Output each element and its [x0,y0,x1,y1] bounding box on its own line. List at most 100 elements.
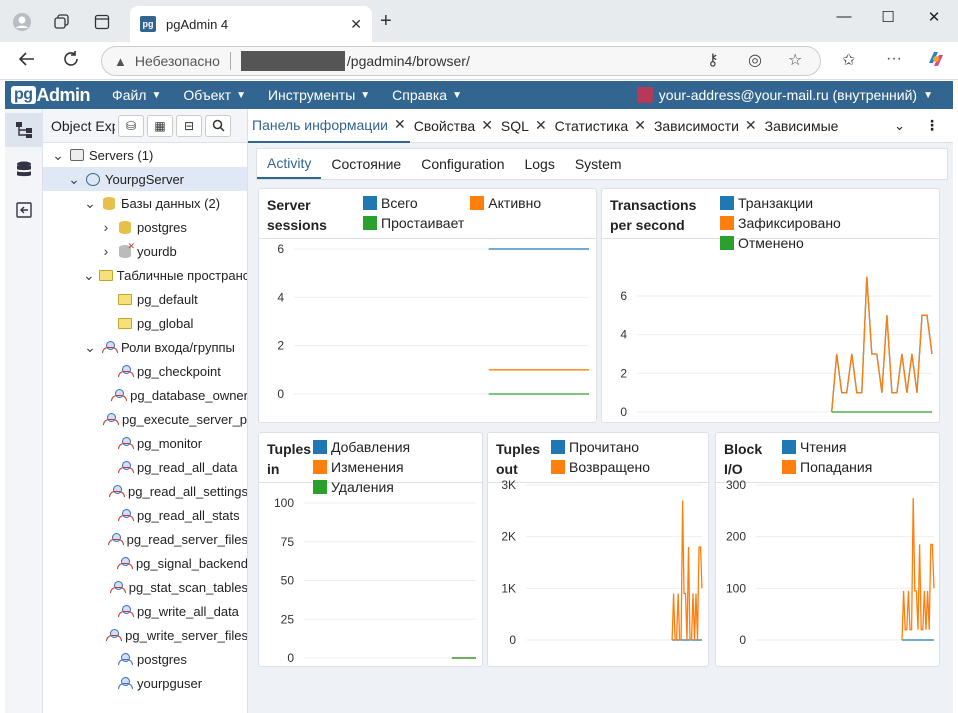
close-tab-icon[interactable]: ✕ [634,117,646,133]
user-menu[interactable]: your-address@your-mail.ru (внутренний) ▼ [636,87,933,103]
y-tick-label: 6 [277,242,284,256]
tree-item-label: pg_database_owner [130,387,248,403]
legend-item[interactable]: Активно [470,193,541,213]
close-tab-icon[interactable]: ✕ [481,117,493,133]
tree-item[interactable]: pg_signal_backend [43,551,247,575]
reload-icon[interactable] [62,50,80,73]
more-menu-icon[interactable]: ··· [886,50,902,67]
dashboard-subtab[interactable]: Configuration [421,156,505,172]
chart-panel: Tuples in Добавления Изменения Удаления 100 75… [258,432,483,667]
reader-icon[interactable]: ◎ [748,52,762,69]
tree-item[interactable]: pg_read_all_stats [43,503,247,527]
filter-table-button[interactable]: ⊟ [176,114,202,137]
key-icon[interactable]: ⚷ [707,52,719,69]
chevron-down-icon[interactable]: ⌄ [52,146,64,163]
main-tab[interactable]: Статистика ✕ [551,109,650,143]
close-window-icon[interactable]: ✕ [927,9,941,26]
table-view-button[interactable]: ▦ [147,114,173,137]
legend-item[interactable]: Добавления [313,437,410,457]
dashboard-subtab[interactable]: Activity [257,149,322,179]
chevron-right-icon[interactable]: › [103,243,109,259]
db-tool-button[interactable]: ⛁ [118,114,144,137]
tree-item[interactable]: pg_read_server_files [43,527,247,551]
legend-item[interactable]: Удаления [313,477,410,497]
tree-item[interactable]: pg_monitor [43,431,247,455]
copilot-icon[interactable] [926,49,946,74]
menu-file[interactable]: Файл ▼ [112,87,161,103]
tree-item[interactable]: pg_database_owner [43,383,248,407]
tree-item[interactable]: › postgres [43,215,247,239]
close-tab-icon[interactable]: ✕ [744,117,757,133]
chevron-right-icon[interactable]: › [103,219,109,235]
tree-item[interactable]: pg_stat_scan_tables [43,575,247,599]
close-tab-icon[interactable]: ✕ [350,15,362,32]
chart-header [259,433,482,483]
main-tab[interactable]: Зависимые [761,109,847,143]
tree-item[interactable]: ⌄ Servers (1) [43,143,247,167]
chevron-down-icon[interactable]: ⌄ [83,266,95,283]
tree-item[interactable]: pg_write_all_data [43,599,247,623]
legend-item[interactable]: Возвращено [551,457,650,477]
favorite-star-icon[interactable]: ☆ [788,52,803,69]
tab-actions-icon[interactable] [88,8,116,36]
back-icon[interactable] [18,50,36,73]
close-tab-icon[interactable]: ✕ [534,117,547,133]
legend-item[interactable]: Отменено [720,233,841,253]
more-vertical-icon[interactable]: ⋮ [925,117,939,133]
tree-item-label: yourdb [137,243,177,259]
url-field[interactable]: ▲ Небезопасно /pgadmin4/browser/ [101,46,821,76]
workspaces-icon[interactable] [48,8,76,36]
legend-item[interactable]: Простаивает [363,213,464,233]
tree-item[interactable]: pg_execute_server_program [43,407,247,431]
legend-item[interactable]: Попадания [782,457,872,477]
tree-item[interactable]: pg_global [43,311,247,335]
user-email: your-address@your-mail.ru (внутренний) [658,87,918,103]
chart-legend: Чтения Попадания [782,437,872,477]
legend-item[interactable]: Чтения [782,437,872,457]
query-tool-icon[interactable] [5,193,43,227]
main-tab[interactable]: Свойства ✕ [410,109,497,143]
favorites-icon[interactable]: ✩ [842,52,856,69]
menu-object[interactable]: Объект ▼ [183,87,246,103]
legend-item[interactable]: Всего [363,193,464,213]
tree-item[interactable]: ⌄ Базы данных (2) [43,191,247,215]
object-explorer-icon[interactable] [5,113,43,147]
tabs-overflow-icon[interactable]: ⌄ [894,117,905,133]
menu-tools[interactable]: Инструменты ▼ [268,87,370,103]
new-tab-icon[interactable]: + [380,10,392,32]
dashboard-subtab[interactable]: System [574,156,622,172]
tree-item[interactable]: pg_checkpoint [43,359,247,383]
tree-item[interactable]: ⌄ Роли входа/группы [43,335,247,359]
dashboard-subtab[interactable]: Состояние [331,156,402,172]
tree-item[interactable]: pg_default [43,287,247,311]
chevron-down-icon[interactable]: ⌄ [84,338,96,355]
minimize-icon[interactable]: — [836,8,852,25]
legend-swatch [363,216,377,230]
main-tab[interactable]: SQL ✕ [497,109,551,143]
dashboard-subtab[interactable]: Logs [524,156,555,172]
maximize-icon[interactable]: ☐ [881,9,895,26]
close-tab-icon[interactable]: ✕ [393,116,406,132]
legend-item[interactable]: Прочитано [551,437,650,457]
tree-item[interactable]: pg_write_server_files [43,623,247,647]
search-icon[interactable] [205,114,231,137]
tree-item[interactable]: pg_read_all_settings [43,479,247,503]
tree-item[interactable]: postgres [43,647,247,671]
tree-item[interactable]: ⌄ Табличные пространства [43,263,247,287]
profile-icon[interactable] [8,8,36,36]
menu-help[interactable]: Справка ▼ [392,87,462,103]
chevron-down-icon[interactable]: ⌄ [84,194,96,211]
database-icon[interactable] [5,153,43,187]
browser-tab[interactable]: pg pgAdmin 4 ✕ [130,6,372,42]
legend-item[interactable]: Зафиксировано [720,213,841,233]
main-tab[interactable]: Панель информации ✕ [248,109,410,143]
legend-item[interactable]: Транзакции [720,193,841,213]
tree-item[interactable]: pg_read_all_data [43,455,247,479]
chevron-down-icon[interactable]: ⌄ [68,170,80,187]
tree-item[interactable]: ⌄ YourpgServer [43,167,247,191]
tree-item[interactable]: › ✕ yourdb [43,239,247,263]
main-tab[interactable]: Зависимости ✕ [650,109,761,143]
chevron-down-icon: ▼ [151,89,162,101]
legend-item[interactable]: Изменения [313,457,410,477]
tree-item[interactable]: yourpguser [43,671,247,695]
